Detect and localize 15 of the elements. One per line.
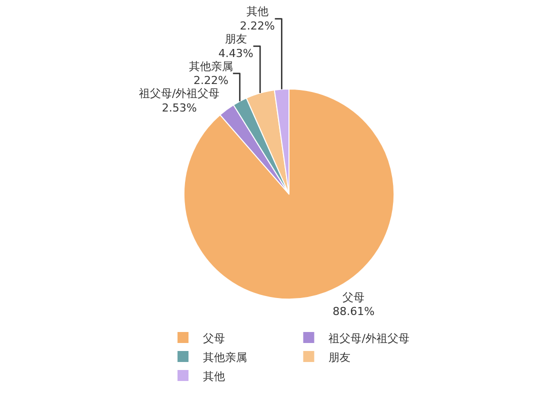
legend-label: 父母 [203,332,225,345]
slice-label: 祖父母/外祖父母 [138,87,220,100]
legend-label: 朋友 [328,350,351,364]
legend-label: 祖父母/外祖父母 [328,332,410,345]
legend-label: 其他亲属 [203,350,247,364]
slice-label: 其他 [246,5,268,18]
slice-label: 父母 [342,290,365,304]
data-label: 2.22% [193,74,228,88]
data-label: 88.61% [332,305,375,318]
data-label: 4.43% [218,46,254,60]
slice-label: 朋友 [224,32,247,46]
data-label: 2.53% [162,101,197,114]
legend-label: 其他 [203,370,225,383]
data-label: 2.22% [240,20,275,33]
slice-label: 其他亲属 [188,60,233,73]
